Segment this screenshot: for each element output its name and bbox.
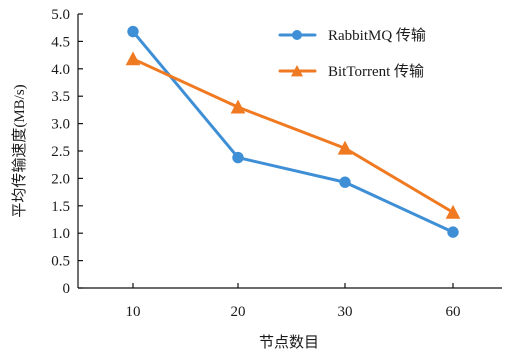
legend-marker [292, 30, 302, 40]
legend: RabbitMQ 传输 BitTorrent 传输 [278, 27, 426, 80]
series-group [125, 25, 461, 238]
data-point [337, 140, 353, 155]
data-point [127, 25, 139, 38]
data-point [232, 151, 244, 164]
data-point [125, 51, 141, 66]
y-ticks: 0 0.5 1.0 1.5 2.0 2.5 3.0 3.5 4.0 4.5 5.0 [51, 7, 83, 297]
y-axis-label: 平均传输速度(MB/s) [11, 84, 28, 217]
legend-label: RabbitMQ 传输 [328, 27, 426, 44]
x-tick-label: 10 [126, 304, 141, 320]
y-tick-label: 0.5 [51, 254, 70, 270]
x-axis-label: 节点数目 [259, 334, 319, 351]
data-point [339, 176, 351, 188]
series-line [131, 57, 455, 214]
y-tick-label: 2.5 [51, 144, 70, 160]
legend-item-bittorrent: BitTorrent 传输 [278, 63, 424, 80]
data-point [447, 226, 459, 238]
data-point [230, 99, 246, 114]
y-tick-label: 2.0 [51, 171, 70, 187]
x-tick-label: 60 [446, 304, 461, 320]
y-tick-label: 5.0 [51, 7, 70, 23]
legend-item-rabbitmq: RabbitMQ 传输 [278, 27, 426, 44]
data-point [445, 204, 461, 219]
axes [77, 14, 502, 289]
y-tick-label: 3.5 [51, 89, 70, 105]
x-ticks: 10 20 30 60 [126, 283, 461, 320]
y-tick-label: 3.0 [51, 117, 70, 133]
legend-marker [291, 65, 303, 77]
y-tick-label: 4.5 [51, 34, 70, 50]
x-tick-label: 30 [338, 304, 353, 320]
legend-label: BitTorrent 传输 [328, 63, 424, 80]
series-line [131, 30, 455, 234]
y-tick-label: 1.0 [51, 226, 70, 242]
series-bittorrent [125, 51, 461, 219]
x-tick-label: 20 [231, 304, 246, 320]
y-tick-label: 1.5 [51, 199, 70, 215]
y-tick-label: 0 [63, 281, 71, 297]
y-tick-label: 4.0 [51, 62, 70, 78]
series-rabbitmq [127, 25, 459, 238]
